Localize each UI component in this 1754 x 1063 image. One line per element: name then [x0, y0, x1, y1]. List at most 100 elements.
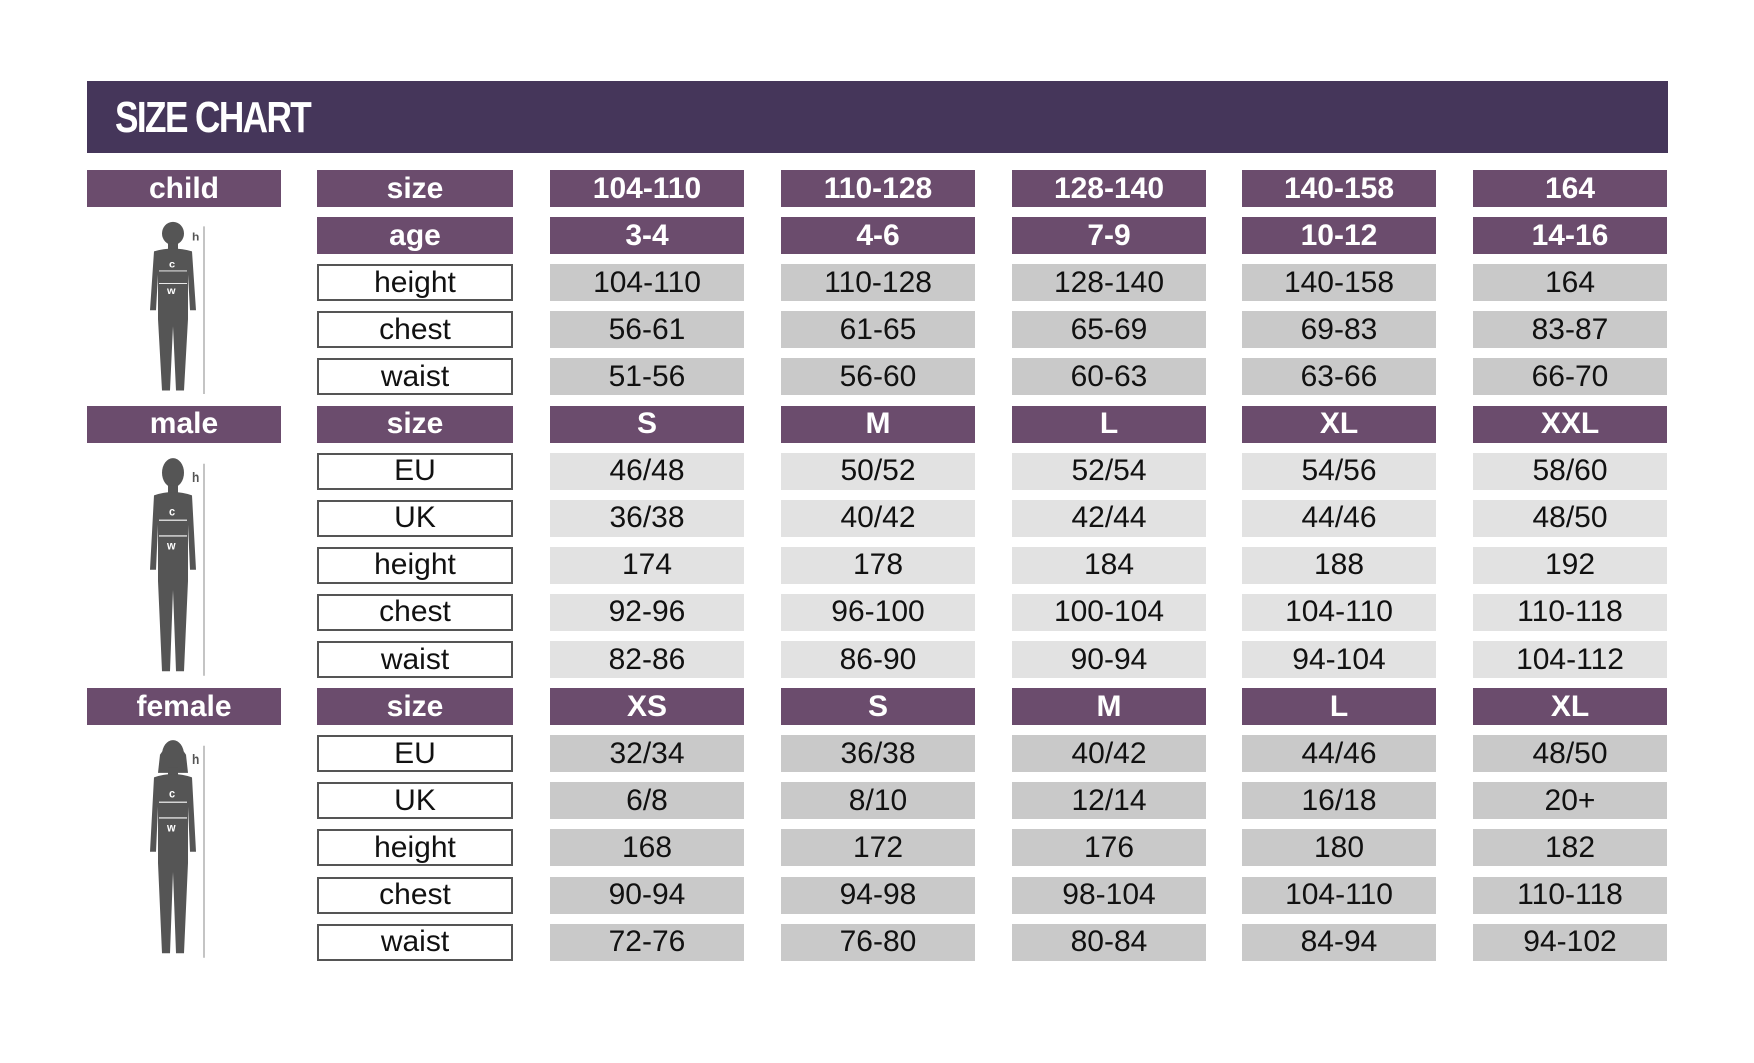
table-cell: 51-56 — [550, 358, 744, 396]
row-label-chest: chest — [317, 593, 513, 631]
column-header: L — [1012, 405, 1206, 443]
column-header: 7-9 — [1012, 217, 1206, 255]
row-label-uk: UK — [317, 782, 513, 820]
table-cell: 66-70 — [1473, 358, 1667, 396]
column-header: 110-128 — [781, 170, 975, 207]
column-header: XL — [1242, 405, 1436, 443]
table-cell: 100-104 — [1012, 593, 1206, 631]
table-cell: 69-83 — [1242, 311, 1436, 349]
column-header: 14-16 — [1473, 217, 1667, 255]
height-marker: h — [192, 751, 199, 767]
table-cell: 20+ — [1473, 782, 1667, 820]
table-cell: 104-110 — [1242, 876, 1436, 914]
table-cell: 46/48 — [550, 452, 744, 490]
table-cell: 172 — [781, 829, 975, 867]
table-cell: 164 — [1473, 264, 1667, 302]
table-cell: 36/38 — [781, 735, 975, 773]
table-cell: 110-128 — [781, 264, 975, 302]
table-cell: 83-87 — [1473, 311, 1667, 349]
size-chart-header: SIZE CHART — [87, 81, 1668, 153]
table-cell: 48/50 — [1473, 499, 1667, 537]
table-cell: 72-76 — [550, 923, 744, 961]
table-cell: 61-65 — [781, 311, 975, 349]
table-cell: 40/42 — [781, 499, 975, 537]
table-cell: 50/52 — [781, 452, 975, 490]
column-header: XS — [550, 688, 744, 726]
svg-text:c: c — [169, 505, 176, 519]
row-label-chest: chest — [317, 876, 513, 914]
svg-text:c: c — [169, 260, 175, 270]
column-header: M — [781, 405, 975, 443]
table-cell: 182 — [1473, 829, 1667, 867]
table-cell: 36/38 — [550, 499, 744, 537]
table-cell: 176 — [1012, 829, 1206, 867]
column-header: 140-158 — [1242, 170, 1436, 207]
table-cell: 178 — [781, 546, 975, 584]
table-cell: 188 — [1242, 546, 1436, 584]
table-cell: 140-158 — [1242, 264, 1436, 302]
table-cell: 90-94 — [550, 876, 744, 914]
table-cell: 16/18 — [1242, 782, 1436, 820]
table-cell: 54/56 — [1242, 452, 1436, 490]
column-header: S — [781, 688, 975, 726]
table-cell: 44/46 — [1242, 499, 1436, 537]
table-cell: 58/60 — [1473, 452, 1667, 490]
table-cell: 92-96 — [550, 593, 744, 631]
row-label-waist: waist — [317, 923, 513, 961]
height-marker: h — [192, 469, 199, 485]
table-cell: 104-110 — [1242, 593, 1436, 631]
table-cell: 110-118 — [1473, 876, 1667, 914]
table-cell: 8/10 — [781, 782, 975, 820]
table-cell: 94-102 — [1473, 923, 1667, 961]
svg-text:c: c — [169, 787, 176, 801]
section-label-female: female — [87, 688, 281, 726]
table-cell: 63-66 — [1242, 358, 1436, 396]
table-cell: 48/50 — [1473, 735, 1667, 773]
table-cell: 6/8 — [550, 782, 744, 820]
column-header: S — [550, 405, 744, 443]
row-label-waist: waist — [317, 641, 513, 678]
table-cell: 60-63 — [1012, 358, 1206, 396]
row-label-eu: EU — [317, 452, 513, 490]
table-cell: 168 — [550, 829, 744, 867]
row-label-height: height — [317, 546, 513, 584]
table-cell: 98-104 — [1012, 876, 1206, 914]
column-header: 164 — [1473, 170, 1667, 207]
table-cell: 94-98 — [781, 876, 975, 914]
table-cell: 12/14 — [1012, 782, 1206, 820]
section-label-child: child — [87, 170, 281, 207]
table-cell: 65-69 — [1012, 311, 1206, 349]
column-header: 104-110 — [550, 170, 744, 207]
height-marker: h — [192, 232, 199, 243]
row-label-chest: chest — [317, 311, 513, 349]
svg-text:w: w — [166, 538, 176, 552]
svg-text:w: w — [166, 821, 176, 835]
row-label-size: size — [317, 688, 513, 726]
page-title: SIZE CHART — [115, 93, 312, 142]
table-cell: 82-86 — [550, 641, 744, 678]
row-label-height: height — [317, 264, 513, 302]
male-figure-icon: h c w — [150, 457, 205, 676]
table-cell: 104-110 — [550, 264, 744, 302]
table-cell: 180 — [1242, 829, 1436, 867]
table-cell: 40/42 — [1012, 735, 1206, 773]
row-label-age: age — [317, 217, 513, 255]
table-cell: 42/44 — [1012, 499, 1206, 537]
table-cell: 76-80 — [781, 923, 975, 961]
column-header: 3-4 — [550, 217, 744, 255]
section-label-male: male — [87, 405, 281, 443]
column-header: M — [1012, 688, 1206, 726]
column-header: 128-140 — [1012, 170, 1206, 207]
row-label-height: height — [317, 829, 513, 867]
table-cell: 52/54 — [1012, 452, 1206, 490]
table-cell: 192 — [1473, 546, 1667, 584]
table-cell: 128-140 — [1012, 264, 1206, 302]
table-cell: 110-118 — [1473, 593, 1667, 631]
row-label-size: size — [317, 405, 513, 443]
table-cell: 44/46 — [1242, 735, 1436, 773]
row-label-waist: waist — [317, 358, 513, 396]
row-label-size: size — [317, 170, 513, 207]
table-cell: 56-61 — [550, 311, 744, 349]
table-cell: 86-90 — [781, 641, 975, 678]
table-cell: 80-84 — [1012, 923, 1206, 961]
